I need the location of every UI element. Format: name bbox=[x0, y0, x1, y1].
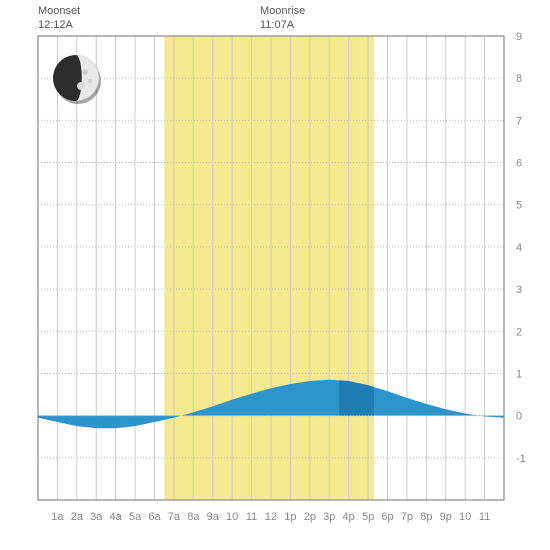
svg-text:12: 12 bbox=[265, 511, 277, 523]
svg-text:11: 11 bbox=[479, 511, 490, 523]
svg-text:3a: 3a bbox=[90, 511, 103, 523]
svg-text:4a: 4a bbox=[110, 511, 123, 523]
svg-text:1p: 1p bbox=[284, 511, 296, 523]
svg-text:8: 8 bbox=[516, 73, 522, 85]
svg-text:6: 6 bbox=[516, 158, 522, 170]
svg-text:6p: 6p bbox=[381, 511, 393, 523]
svg-text:10: 10 bbox=[459, 511, 471, 523]
svg-text:5a: 5a bbox=[129, 511, 142, 523]
svg-text:8p: 8p bbox=[420, 511, 432, 523]
svg-text:1a: 1a bbox=[51, 511, 64, 523]
svg-text:7: 7 bbox=[516, 115, 522, 127]
svg-text:1: 1 bbox=[516, 368, 522, 380]
svg-text:3p: 3p bbox=[323, 511, 335, 523]
svg-text:4: 4 bbox=[516, 242, 522, 254]
svg-text:3: 3 bbox=[516, 284, 522, 296]
svg-text:5: 5 bbox=[516, 200, 522, 212]
svg-text:9: 9 bbox=[516, 31, 522, 43]
svg-text:2a: 2a bbox=[71, 511, 84, 523]
svg-text:0: 0 bbox=[516, 411, 522, 423]
svg-text:-1: -1 bbox=[516, 453, 526, 465]
svg-text:7p: 7p bbox=[401, 511, 413, 523]
svg-text:4p: 4p bbox=[343, 511, 355, 523]
svg-text:9a: 9a bbox=[207, 511, 220, 523]
svg-text:5p: 5p bbox=[362, 511, 374, 523]
moon-phase-icon bbox=[46, 48, 106, 108]
svg-text:10: 10 bbox=[226, 511, 238, 523]
svg-text:2: 2 bbox=[516, 326, 522, 338]
svg-text:6a: 6a bbox=[148, 511, 161, 523]
svg-text:9p: 9p bbox=[440, 511, 452, 523]
svg-text:2p: 2p bbox=[304, 511, 316, 523]
svg-text:7a: 7a bbox=[168, 511, 181, 523]
svg-text:8a: 8a bbox=[187, 511, 200, 523]
svg-text:11: 11 bbox=[246, 511, 257, 523]
